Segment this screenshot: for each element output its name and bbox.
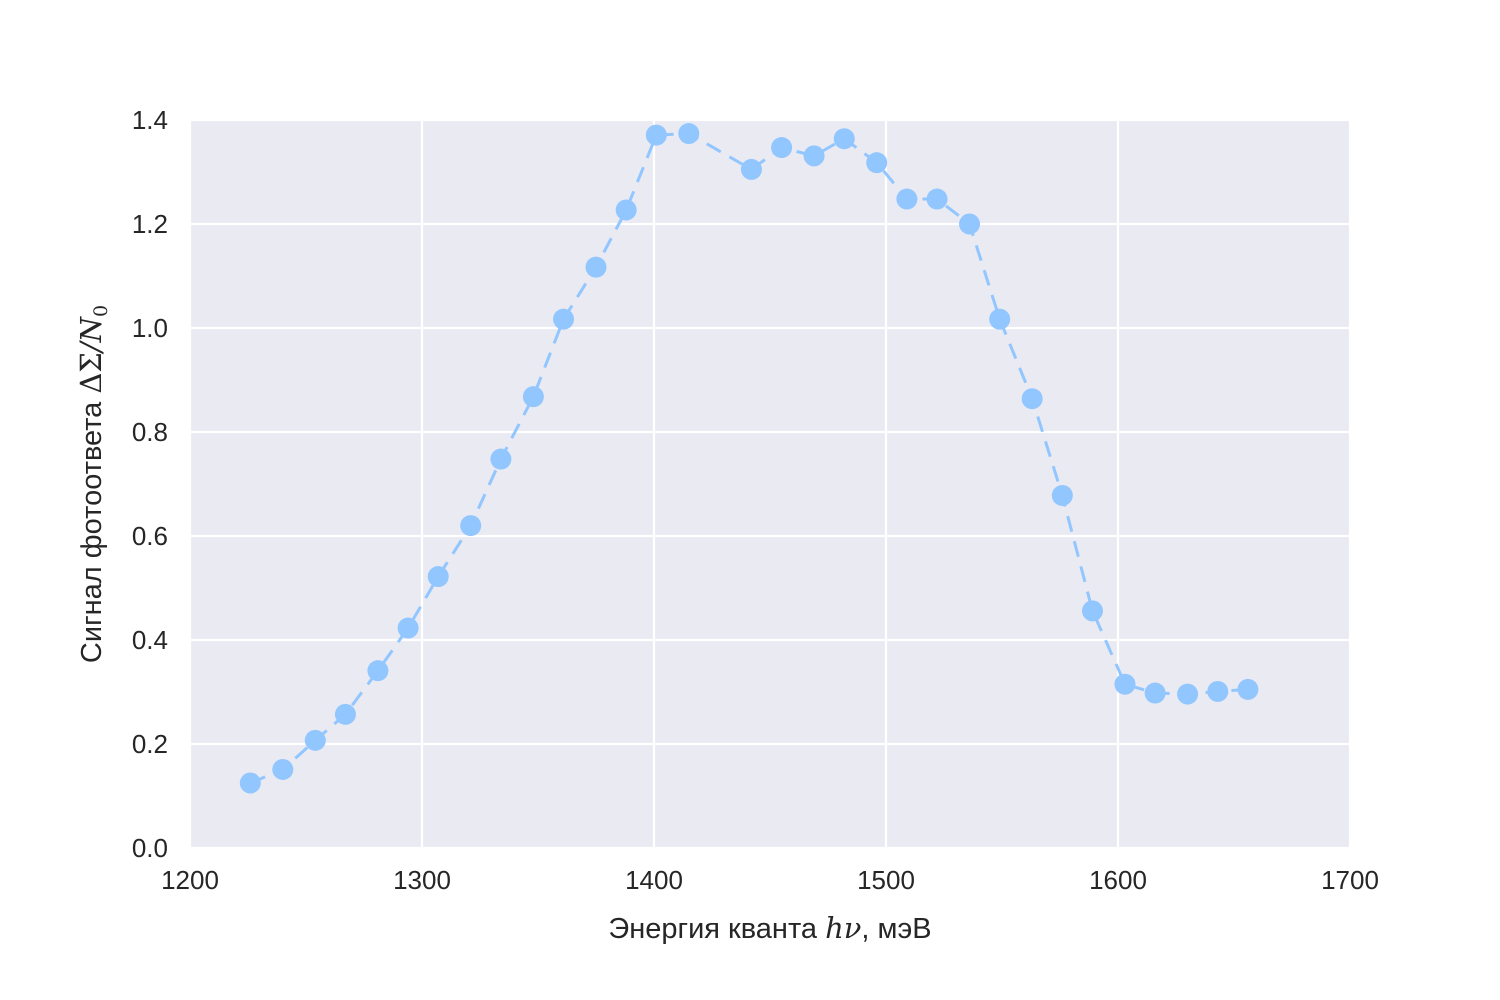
- x-axis-label-math: hν: [825, 911, 861, 945]
- y-axis-label: Сигнал фотоответа ΔΣ/N0: [74, 305, 112, 663]
- series-group: [239, 123, 1259, 794]
- data-point: [1114, 673, 1136, 695]
- x-tick-label: 1700: [1321, 865, 1379, 895]
- y-axis-label-delta: ΔΣ: [74, 352, 108, 393]
- grid: [188, 118, 1352, 850]
- data-point: [1177, 683, 1199, 705]
- data-point: [833, 128, 855, 150]
- x-axis-label-suffix: , мэВ: [861, 913, 931, 945]
- y-tick-label: 0.0: [132, 833, 168, 863]
- data-point: [1021, 388, 1043, 410]
- data-point: [896, 188, 918, 210]
- data-point: [304, 729, 326, 751]
- y-axis-label-rest: /N: [74, 315, 108, 355]
- data-point: [1051, 484, 1073, 506]
- x-tick-labels: 1200 1300 1400 1500 1600 1700: [161, 865, 1379, 895]
- y-tick-label: 0.6: [132, 521, 168, 551]
- data-point: [615, 199, 637, 221]
- x-tick-label: 1500: [857, 865, 915, 895]
- x-tick-label: 1200: [161, 865, 219, 895]
- data-point: [866, 152, 888, 174]
- data-point: [989, 308, 1011, 330]
- data-point: [553, 308, 575, 330]
- y-tick-labels: 0.0 0.2 0.4 0.6 0.8 1.0 1.2 1.4: [132, 105, 168, 863]
- data-point: [1144, 682, 1166, 704]
- y-tick-label: 0.4: [132, 625, 168, 655]
- data-point: [397, 617, 419, 639]
- data-point: [522, 386, 544, 408]
- data-point: [1081, 600, 1103, 622]
- data-point: [645, 124, 667, 146]
- y-tick-label: 1.2: [132, 209, 168, 239]
- x-tick-label: 1300: [393, 865, 451, 895]
- x-tick-label: 1600: [1089, 865, 1147, 895]
- data-point: [926, 188, 948, 210]
- data-point: [272, 758, 294, 780]
- y-tick-label: 0.2: [132, 729, 168, 759]
- data-point: [1207, 680, 1229, 702]
- data-point: [490, 448, 512, 470]
- data-point: [771, 137, 793, 159]
- y-tick-label: 0.8: [132, 417, 168, 447]
- data-point: [803, 145, 825, 167]
- y-tick-label: 1.4: [132, 105, 168, 135]
- x-tick-label: 1400: [625, 865, 683, 895]
- y-tick-label: 1.0: [132, 313, 168, 343]
- data-point: [585, 256, 607, 278]
- data-point: [367, 660, 389, 682]
- y-axis-label-prefix: Сигнал фотоответа: [76, 394, 108, 663]
- x-axis-label: Энергия кванта hν, мэВ: [608, 911, 931, 945]
- data-point: [460, 515, 482, 537]
- y-axis-label-sub: 0: [90, 305, 112, 317]
- data-point: [1237, 678, 1259, 700]
- data-point: [678, 123, 700, 145]
- data-point: [959, 213, 981, 235]
- data-point: [740, 158, 762, 180]
- plot-area: [190, 120, 1350, 848]
- data-point: [427, 566, 449, 588]
- data-point: [239, 772, 261, 794]
- data-point: [334, 703, 356, 725]
- x-axis-label-prefix: Энергия кванта: [608, 913, 825, 945]
